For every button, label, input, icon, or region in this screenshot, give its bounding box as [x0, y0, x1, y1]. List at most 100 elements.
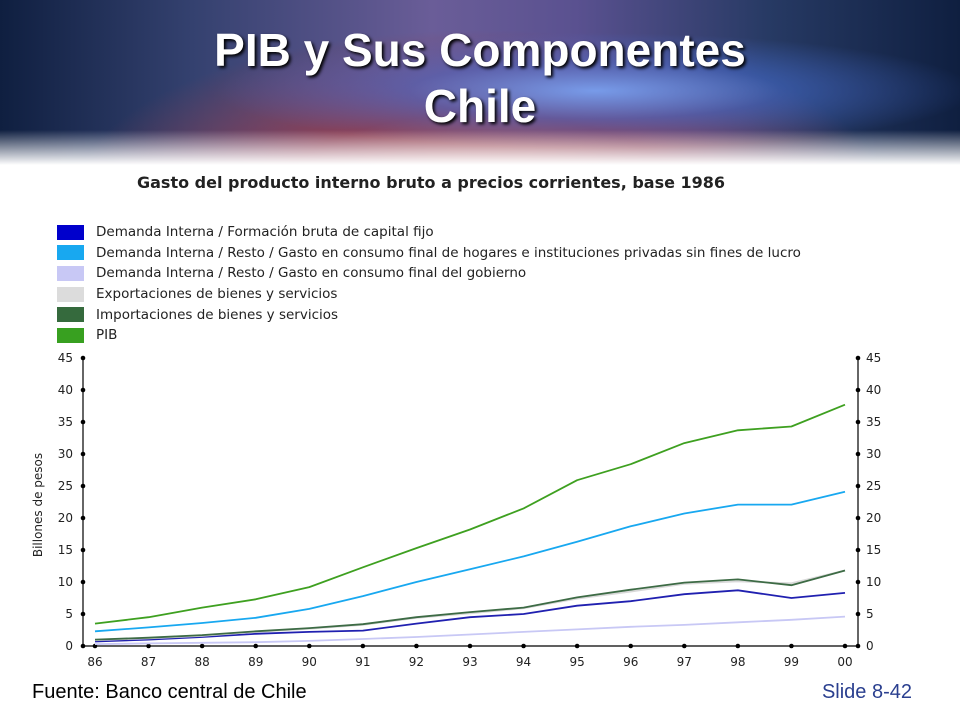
- x-tick-label: 92: [409, 655, 424, 669]
- legend-item: Demanda Interna / Formación bruta de cap…: [57, 222, 801, 243]
- x-tick-mark: [842, 643, 848, 649]
- y-tick-mark-right: [855, 547, 861, 553]
- y-tick-label-right: 30: [866, 447, 881, 461]
- y-tick-label-right: 10: [866, 575, 881, 589]
- y-tick-label-left: 15: [58, 543, 73, 557]
- y-tick-mark-right: [855, 515, 861, 521]
- y-tick-label-left: 45: [58, 351, 73, 365]
- legend-label: Importaciones de bienes y servicios: [96, 306, 339, 323]
- y-tick-mark-right: [855, 643, 861, 649]
- legend-item: Demanda Interna / Resto / Gasto en consu…: [57, 243, 801, 264]
- x-tick-mark: [735, 643, 741, 649]
- legend-swatch: [57, 245, 84, 261]
- y-tick-label-left: 10: [58, 575, 73, 589]
- chart-legend: Demanda Interna / Formación bruta de cap…: [57, 222, 801, 346]
- x-tick-mark: [521, 643, 526, 649]
- x-tick-label: 89: [248, 655, 263, 669]
- x-tick-mark: [306, 643, 312, 649]
- y-tick-mark-left: [80, 643, 86, 649]
- y-tick-mark-left: [80, 483, 86, 489]
- legend-label: Demanda Interna / Formación bruta de cap…: [96, 224, 434, 241]
- x-tick-label: 00: [837, 655, 852, 669]
- slide-number: Slide 8-42: [821, 681, 912, 703]
- y-tick-label-right: 15: [866, 543, 881, 557]
- x-tick-label: 98: [730, 655, 745, 669]
- legend-label: Demanda Interna / Resto / Gasto en consu…: [96, 244, 801, 261]
- y-tick-label-left: 20: [58, 511, 73, 525]
- series-line: [94, 403, 846, 625]
- y-tick-mark-right: [855, 483, 861, 489]
- slide-title: PIB y Sus Componentes Chile: [0, 22, 960, 134]
- y-tick-label-right: 45: [866, 351, 881, 365]
- legend-label: Exportaciones de bienes y servicios: [96, 286, 338, 303]
- y-tick-label-right: 25: [866, 479, 881, 493]
- legend-label: PIB: [96, 327, 118, 344]
- y-axis-label: Billones de pesos: [31, 453, 45, 557]
- legend-swatch: [57, 327, 84, 343]
- y-tick-mark-left: [80, 387, 86, 393]
- y-tick-mark-right: [855, 579, 861, 585]
- x-tick-mark: [199, 643, 205, 649]
- legend-swatch: [57, 286, 84, 302]
- x-tick-mark: [574, 643, 580, 649]
- series-line: [94, 490, 846, 633]
- legend-label: Demanda Interna / Resto / Gasto en consu…: [96, 265, 527, 282]
- y-tick-label-right: 5: [866, 607, 874, 621]
- x-tick-label: 95: [570, 655, 585, 669]
- x-tick-label: 91: [355, 655, 370, 669]
- x-tick-label: 94: [516, 655, 531, 669]
- x-tick-mark: [681, 643, 687, 649]
- y-tick-mark-right: [855, 355, 861, 361]
- series-line: [94, 569, 846, 641]
- y-tick-mark-left: [80, 419, 86, 425]
- y-tick-mark-right: [855, 419, 861, 425]
- x-tick-mark: [628, 643, 634, 649]
- source-note: Fuente: Banco central de Chile: [32, 681, 307, 703]
- legend-swatch: [57, 224, 84, 240]
- y-tick-mark-right: [855, 451, 861, 457]
- x-tick-label: 93: [462, 655, 477, 669]
- slide-title-line-2: Chile: [423, 80, 537, 132]
- y-tick-mark-left: [80, 515, 86, 521]
- y-tick-label-left: 40: [58, 383, 73, 397]
- legend-swatch: [57, 307, 84, 323]
- legend-item: Importaciones de bienes y servicios: [57, 304, 801, 325]
- series-line: [94, 589, 846, 643]
- y-tick-mark-left: [80, 611, 86, 617]
- x-tick-label: 88: [195, 655, 210, 669]
- chart-title: Gasto del producto interno bruto a preci…: [137, 173, 726, 192]
- x-tick-mark: [467, 643, 473, 649]
- y-tick-label-right: 0: [866, 639, 874, 653]
- y-tick-label-left: 35: [58, 415, 73, 429]
- y-tick-mark-right: [855, 611, 861, 617]
- y-tick-label-left: 25: [58, 479, 73, 493]
- y-tick-label-left: 0: [65, 639, 73, 653]
- x-tick-label: 86: [87, 655, 102, 669]
- legend-item: PIB: [57, 325, 801, 346]
- y-tick-label-right: 20: [866, 511, 881, 525]
- y-tick-mark-left: [80, 579, 86, 585]
- legend-swatch: [57, 265, 84, 281]
- x-tick-label: 97: [677, 655, 692, 669]
- x-tick-mark: [360, 643, 366, 649]
- x-tick-mark: [789, 643, 794, 649]
- x-tick-label: 96: [623, 655, 638, 669]
- x-tick-mark: [414, 643, 419, 649]
- y-tick-label-right: 40: [866, 383, 881, 397]
- series-line: [94, 569, 846, 642]
- y-tick-mark-left: [80, 547, 86, 553]
- series-line: [94, 615, 846, 645]
- y-tick-label-left: 30: [58, 447, 73, 461]
- x-tick-label: 99: [784, 655, 799, 669]
- x-tick-label: 87: [141, 655, 156, 669]
- slide-title-line-1: PIB y Sus Componentes: [214, 24, 746, 76]
- header-banner-fade: [0, 130, 960, 165]
- x-tick-mark: [146, 643, 151, 649]
- y-tick-mark-right: [855, 387, 861, 393]
- y-tick-label-left: 5: [65, 607, 73, 621]
- x-tick-label: 90: [302, 655, 317, 669]
- legend-item: Demanda Interna / Resto / Gasto en consu…: [57, 263, 801, 284]
- legend-item: Exportaciones de bienes y servicios: [57, 284, 801, 305]
